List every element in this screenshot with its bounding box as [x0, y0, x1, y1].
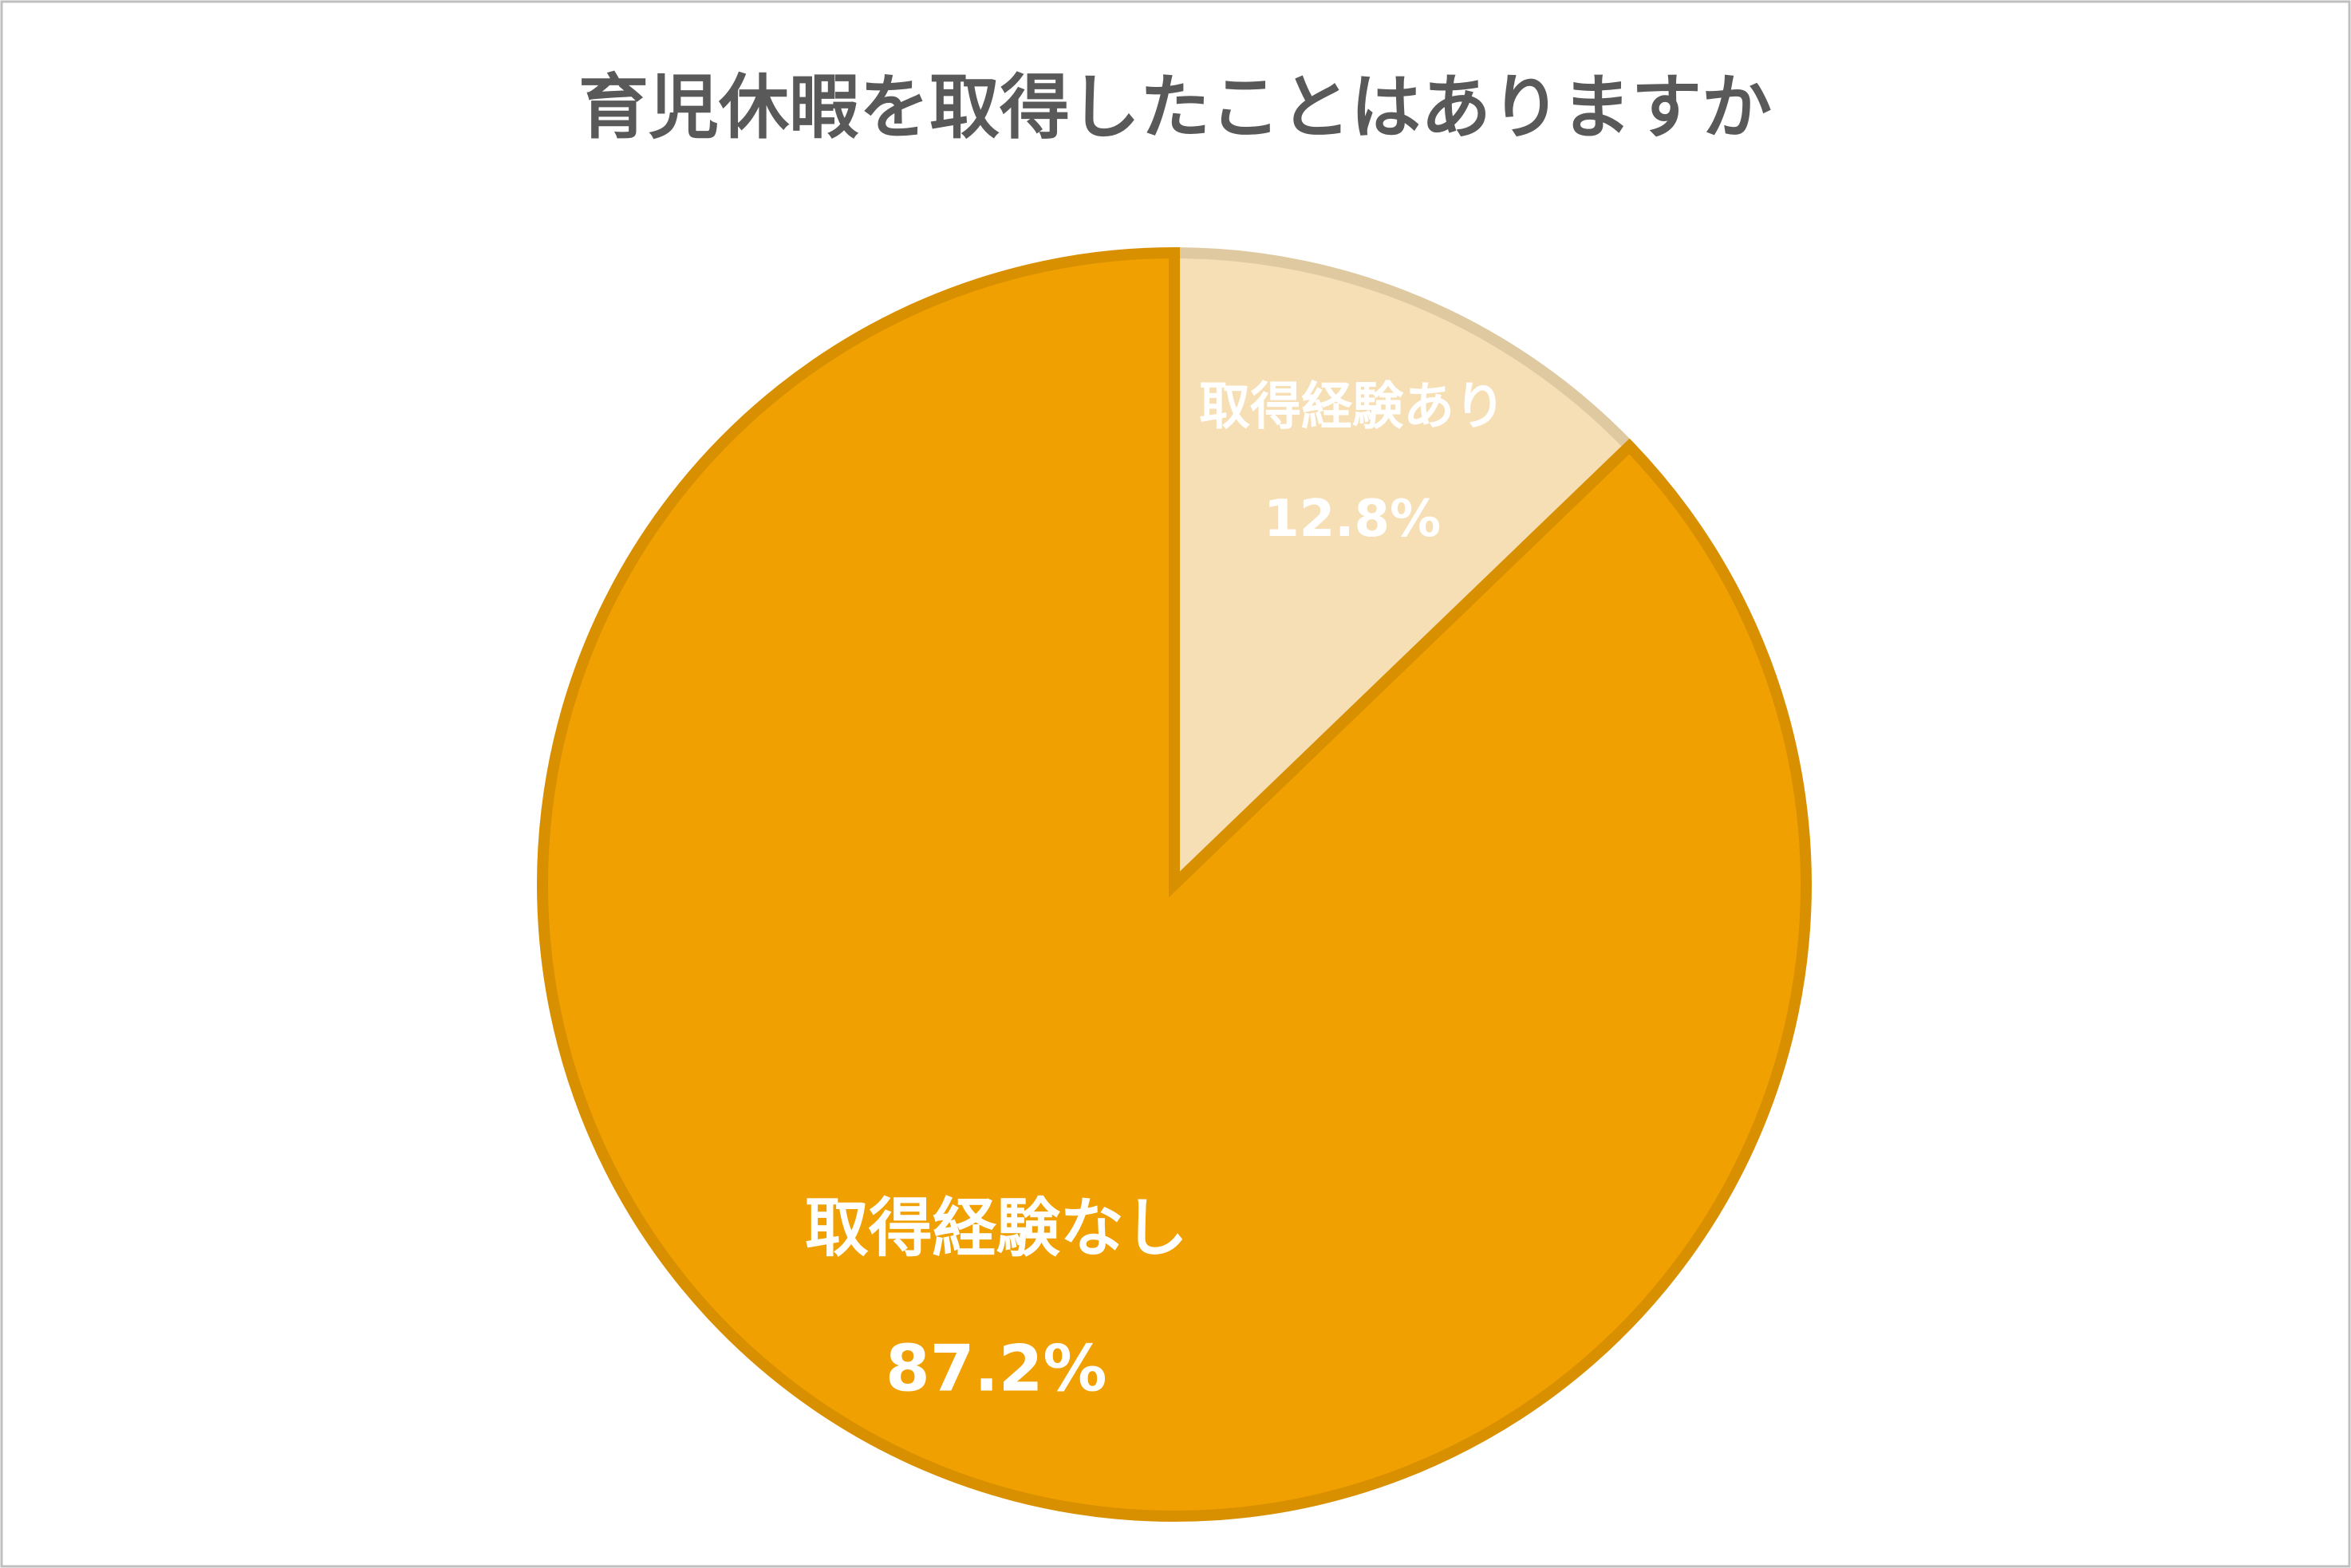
pie-slice	[1169, 246, 1638, 898]
pie-slice	[537, 246, 1812, 1522]
slice-label: 取得経験あり	[1199, 377, 1505, 436]
data-label: 87.2%	[886, 1332, 1107, 1406]
data-label: 12.8%	[1264, 490, 1441, 549]
chart-title: 育児休暇を取得したことはありますか	[578, 66, 1772, 148]
slice-label: 取得経験なし	[805, 1192, 1188, 1266]
